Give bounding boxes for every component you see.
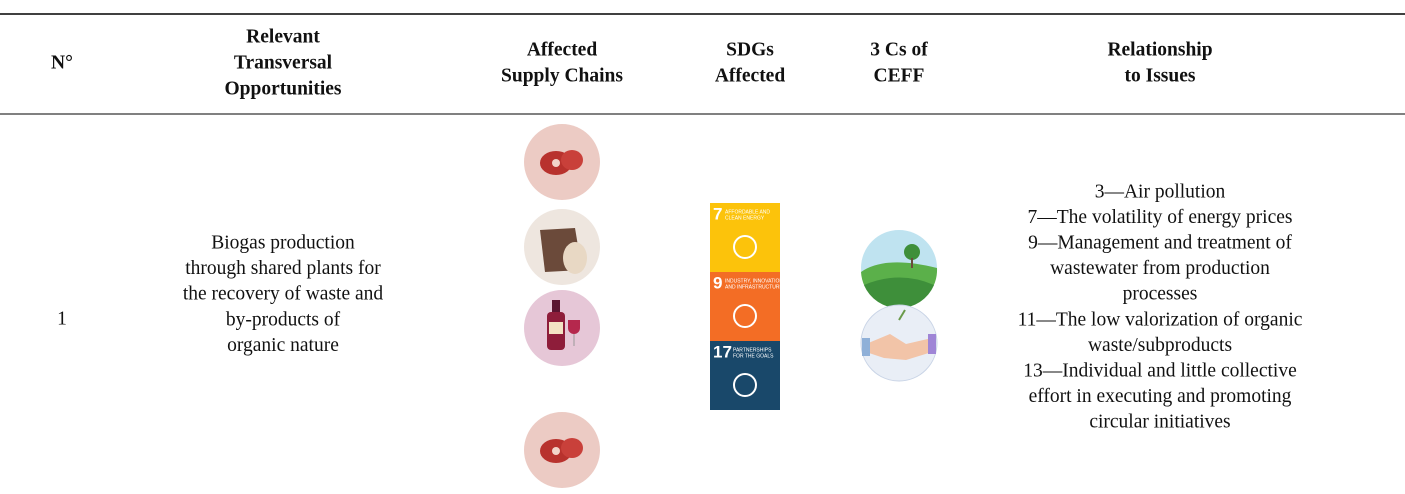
header-cell: Supply Chains (501, 65, 623, 86)
issue-line: 3—Air pollution (1095, 181, 1226, 202)
opportunity-line: through shared plants for (185, 258, 381, 279)
row-number: 1 (57, 308, 67, 329)
header-cell: Transversal (234, 52, 333, 73)
sdg-number: 7 (713, 204, 722, 223)
issue-line: 9—Management and treatment of (1028, 232, 1292, 253)
opportunity-line: the recovery of waste and (183, 284, 384, 305)
header-cell: Opportunities (224, 78, 341, 99)
issue-line: circular initiatives (1089, 412, 1230, 433)
sdg-number: 17 (713, 342, 732, 361)
sdg-label: FOR THE GOALS (733, 353, 774, 359)
opportunity-line: organic nature (227, 335, 339, 356)
issue-line: waste/subproducts (1088, 335, 1232, 356)
header-cell: Relationship (1107, 39, 1212, 60)
opportunity-line: by-products of (226, 309, 341, 330)
header-cell: N° (51, 52, 73, 73)
supply-chain-icons (524, 124, 600, 488)
issue-line: 13—Individual and little collective (1023, 360, 1296, 381)
issue-line: effort in executing and promoting (1029, 386, 1292, 407)
header-cell: Affected (527, 39, 598, 60)
issue-line: wastewater from production (1050, 258, 1270, 279)
sdg-label: CLEAN ENERGY (725, 215, 765, 221)
header-cell: SDGs (726, 39, 774, 60)
issue-line: 7—The volatility of energy prices (1028, 207, 1293, 228)
sdg-label: AND INFRASTRUCTURE (725, 284, 783, 290)
header-cell: Affected (715, 65, 786, 86)
issue-line: processes (1123, 284, 1198, 305)
issue-line: 11—The low valorization of organic (1018, 309, 1303, 330)
opportunity-line: Biogas production (211, 232, 355, 253)
header-cell: CEFF (874, 65, 925, 86)
header-cell: Relevant (246, 26, 320, 47)
table: 7AFFORDABLE ANDCLEAN ENERGY9INDUSTRY, IN… (0, 0, 1405, 494)
header-cell: to Issues (1125, 65, 1196, 86)
sdg-number: 9 (713, 273, 722, 292)
ceff-icons (861, 230, 937, 381)
header-cell: 3 Cs of (870, 39, 928, 60)
